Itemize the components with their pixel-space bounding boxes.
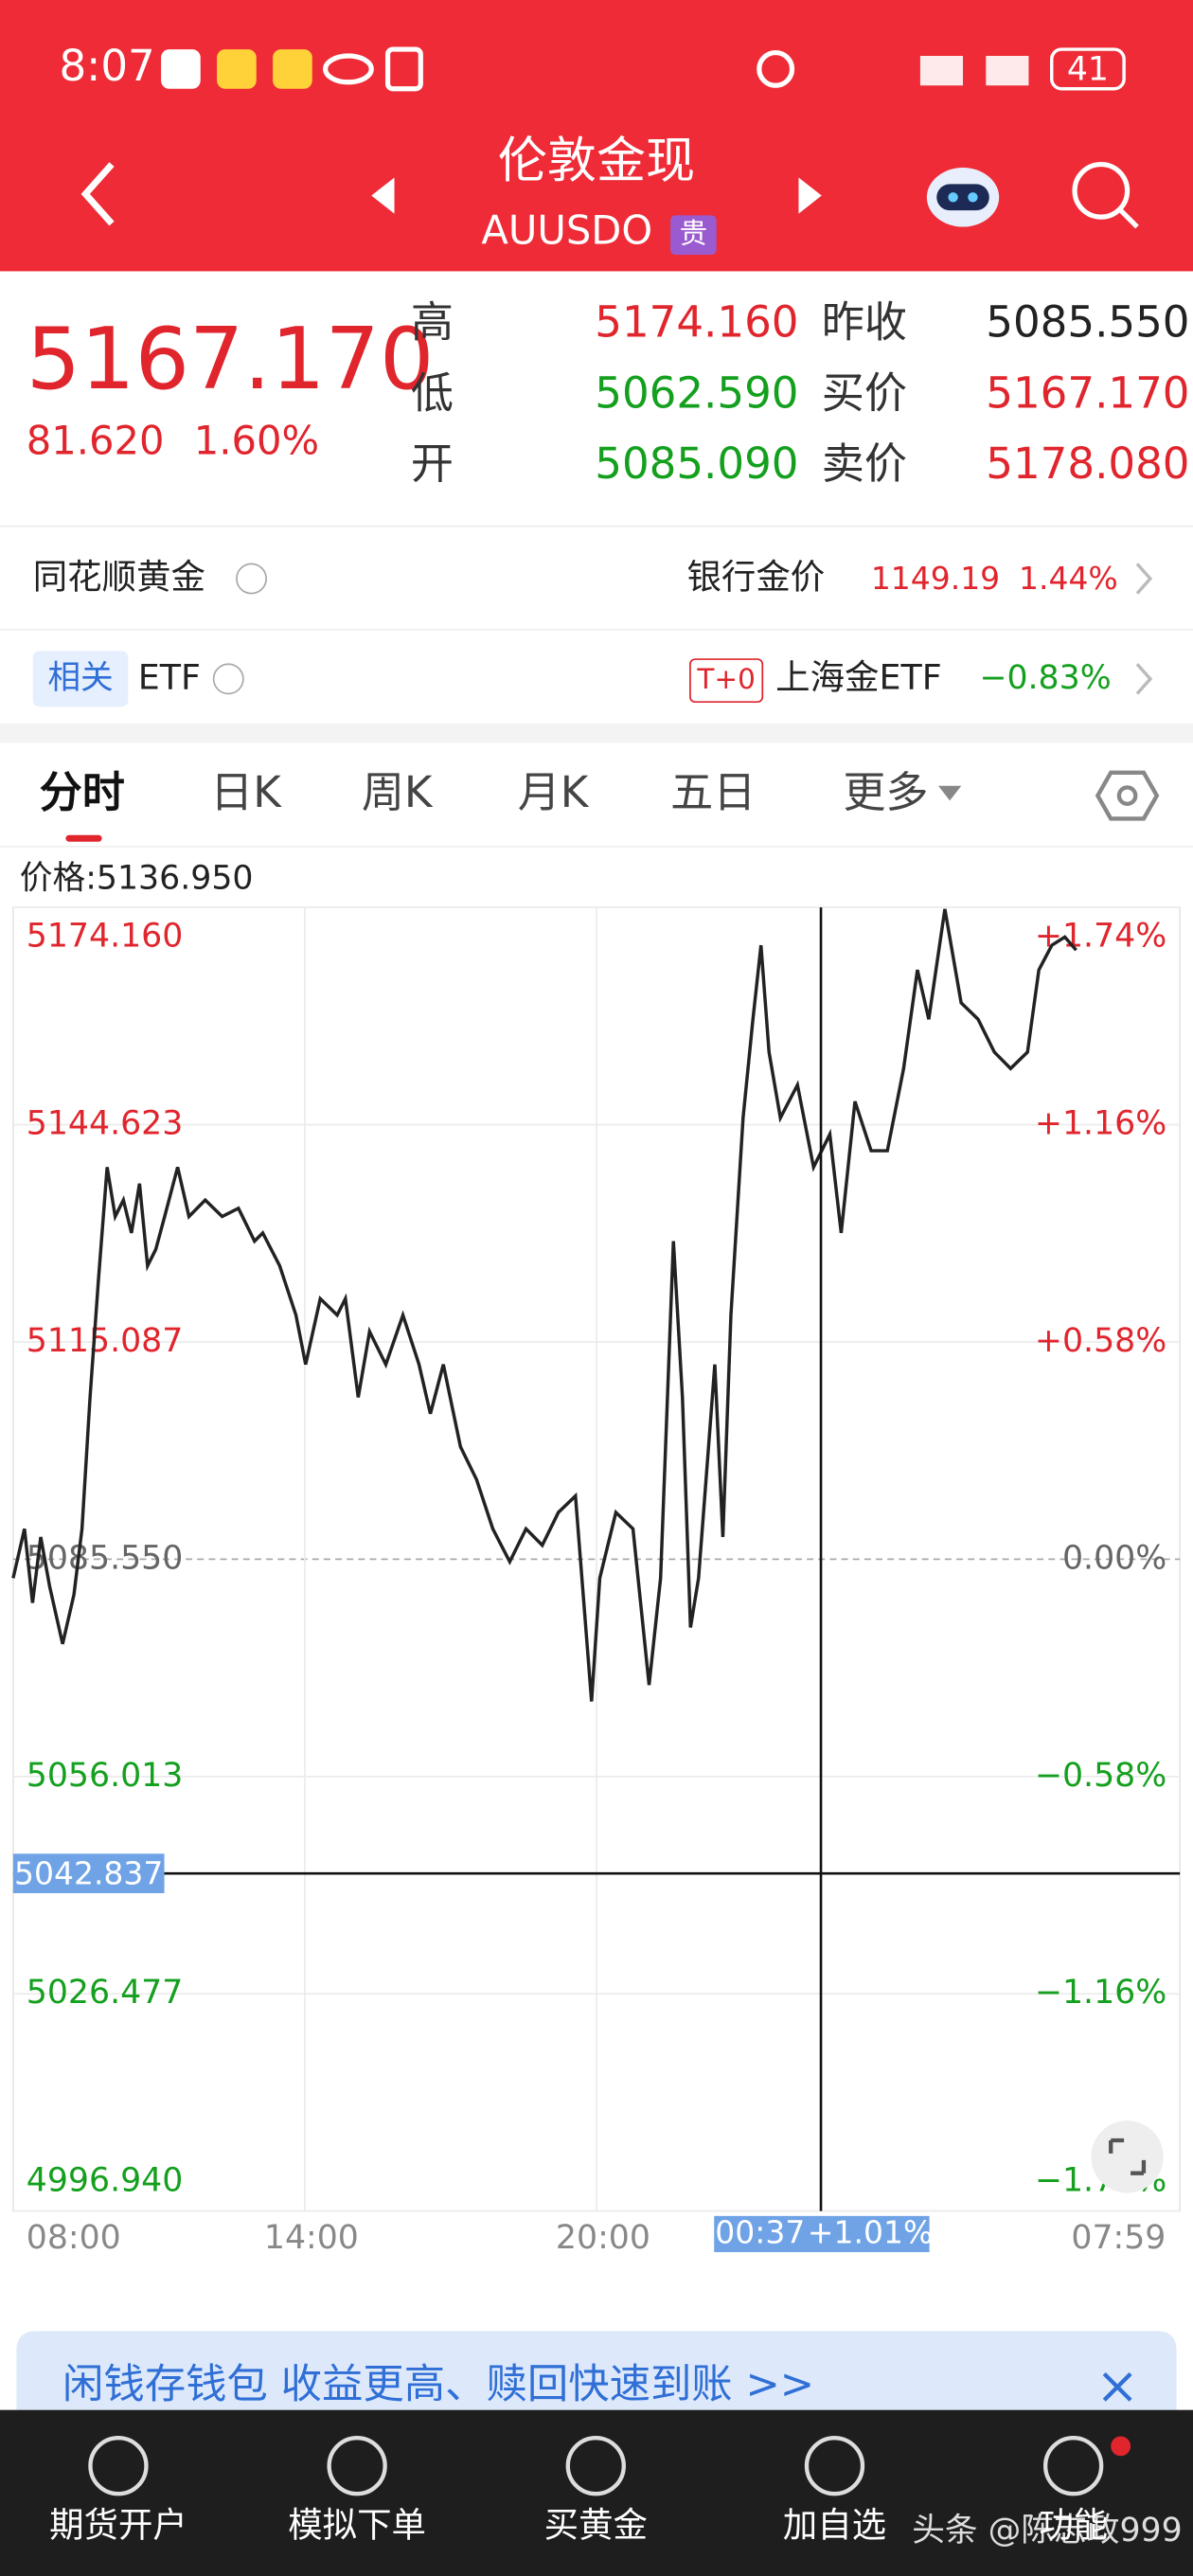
x-tick-label: 07:59 [1071, 2219, 1166, 2257]
chart-label: 价格:5136.950 [20, 860, 254, 898]
next-button[interactable] [798, 177, 822, 214]
code: AUUSDO [481, 206, 652, 253]
nav-label[interactable]: 加自选 [783, 2504, 886, 2545]
help-icon[interactable] [236, 563, 268, 595]
nav-icon[interactable] [88, 2436, 149, 2496]
nav-label[interactable]: 功能 [1039, 2504, 1108, 2545]
row-value: 1149.19 [871, 560, 1000, 597]
y2-tick-label: 0.00% [1062, 1539, 1166, 1577]
y-tick-label: 5056.013 [27, 1757, 184, 1795]
change-pct: 1.60% [194, 418, 319, 464]
related-badge: 相关 [47, 659, 113, 697]
chevron[interactable] [1135, 563, 1153, 595]
chevron[interactable] [1135, 663, 1153, 695]
x-tick-label: 20:00 [556, 2219, 650, 2257]
badge: 贵 [680, 218, 708, 250]
row-title: ETF [138, 656, 201, 697]
tag: T+0 [696, 663, 756, 695]
y2-tick-label: +1.16% [1035, 1105, 1166, 1143]
banner-bg[interactable] [16, 2331, 1177, 2410]
watermark: 头条 @陈志政999 [912, 2512, 1182, 2549]
dropdown-arrow [937, 785, 962, 801]
status-time: 8:07 [59, 41, 154, 91]
price-line [11, 908, 1077, 1702]
tab[interactable]: 日K [210, 767, 282, 817]
battery-level: 41 [1067, 51, 1109, 89]
crosshair-change: +1.01% [808, 2213, 933, 2250]
nav-label[interactable]: 买黄金 [544, 2504, 648, 2545]
field-label: 昨收 [822, 297, 907, 348]
y-tick-label: 5085.550 [27, 1539, 184, 1577]
nav-icon[interactable] [804, 2436, 865, 2496]
header-bg [0, 0, 1193, 272]
field-label: 低 [411, 367, 454, 418]
tab[interactable]: 更多 [843, 767, 928, 817]
field-label: 开 [411, 438, 454, 489]
help-icon[interactable] [212, 663, 244, 695]
banner-close[interactable] [1102, 2371, 1132, 2402]
y-tick-label: 5144.623 [27, 1105, 184, 1143]
gap [0, 723, 1193, 743]
search-button[interactable] [1072, 161, 1139, 229]
banner-text[interactable]: 闲钱存钱包 收益更高、赎回快速到账 >> [62, 2361, 814, 2408]
field-value: 5167.170 [986, 367, 1189, 418]
crosshair-y-box [12, 1853, 165, 1893]
row-pct: −0.83% [979, 659, 1111, 697]
field-value: 5174.160 [595, 297, 798, 348]
row-title: 同花顺黄金 [33, 557, 205, 598]
y2-tick-label: +0.58% [1035, 1322, 1166, 1360]
y-tick-label: 5026.477 [27, 1974, 184, 2012]
crosshair-y-label: 5042.837 [14, 1854, 163, 1891]
field-label: 卖价 [822, 438, 907, 489]
expand-button[interactable] [1091, 2120, 1164, 2193]
y-tick-label: 5174.160 [27, 917, 184, 955]
x-tick-label: 14:00 [264, 2219, 359, 2257]
back-button[interactable] [80, 162, 115, 226]
y2-tick-label: −1.16% [1035, 1974, 1166, 2012]
field-value: 5062.590 [595, 367, 798, 418]
nav-label[interactable]: 期货开户 [49, 2504, 187, 2545]
tab[interactable]: 月K [518, 767, 590, 817]
row-label: 银行金价 [686, 557, 825, 598]
prev-button[interactable] [371, 177, 395, 214]
settings-button[interactable] [1095, 770, 1160, 821]
nav-icon[interactable] [1042, 2436, 1104, 2496]
crosshair-x-box [714, 2215, 930, 2253]
nav-label[interactable]: 模拟下单 [288, 2504, 426, 2545]
x-tick-label: 08:00 [27, 2219, 121, 2257]
badge-bg [32, 651, 129, 707]
field-value: 5178.080 [986, 438, 1189, 489]
field-value: 5085.090 [595, 438, 798, 489]
field-label: 买价 [822, 367, 907, 418]
nav-icon[interactable] [565, 2436, 626, 2496]
notice-dot [1111, 2436, 1131, 2457]
change: 81.620 [27, 418, 165, 464]
field-value: 5085.550 [986, 297, 1189, 348]
robot-button[interactable] [926, 168, 1000, 227]
tag-box [689, 658, 764, 704]
crosshair-x-label: 00:37 [715, 2213, 805, 2250]
y2-tick-label: +1.74% [1035, 917, 1166, 955]
field-label: 高 [411, 297, 454, 348]
y-tick-label: 5115.087 [27, 1322, 184, 1360]
badge-bg [670, 215, 717, 256]
y-tick-label: 4996.940 [27, 2161, 184, 2199]
y2-tick-label: −0.58% [1035, 1757, 1166, 1795]
nav-icon[interactable] [327, 2436, 387, 2496]
last-price: 5167.170 [27, 310, 435, 409]
tab[interactable]: 周K [362, 767, 434, 817]
tab[interactable]: 五日 [670, 767, 756, 817]
row-pct: 1.44% [1019, 560, 1118, 597]
status-icons [161, 46, 1126, 92]
row-label: 上海金ETF [775, 656, 942, 697]
title: 伦敦金现 [498, 134, 695, 190]
tab[interactable]: 分时 [40, 767, 125, 817]
tab-indicator [65, 834, 102, 842]
